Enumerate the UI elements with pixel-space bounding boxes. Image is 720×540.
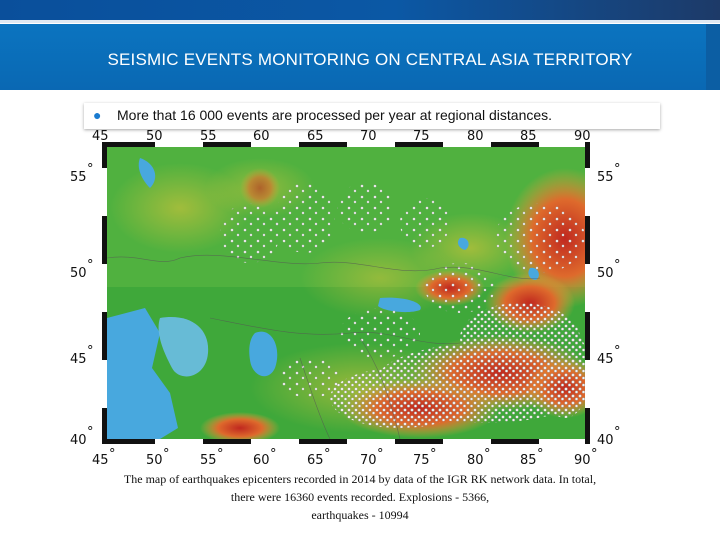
degree-marks: ° ° ° ° ° ° ° ° ° ° ° ° ° ° ° ° ° ° ° ° <box>109 123 598 462</box>
lat-label: 40 <box>597 433 614 448</box>
caption-line: The map of earthquakes epicenters record… <box>123 472 597 486</box>
lon-label: 50 <box>146 129 163 144</box>
event-epicenters <box>220 183 585 428</box>
svg-text:°: ° <box>537 128 544 138</box>
latitude-labels-left: 55 50 45 40 ° ° ° ° <box>70 162 94 448</box>
lon-label: 55 <box>200 453 217 468</box>
lat-label: 50 <box>597 266 614 281</box>
map-figure: 45 50 55 60 65 70 75 80 85 90 45 50 55 6… <box>70 123 621 468</box>
latitude-labels-right: 55 50 45 40 ° ° ° ° <box>597 162 621 448</box>
lat-label: 55 <box>70 170 87 185</box>
slide-title: SEISMIC EVENTS MONITORING ON CENTRAL ASI… <box>107 50 633 69</box>
top-banner <box>0 0 720 22</box>
lon-label: 60 <box>253 453 270 468</box>
lon-label: 70 <box>360 453 377 468</box>
svg-text:°: ° <box>430 128 437 138</box>
frame-scale <box>102 142 590 444</box>
svg-text:°: ° <box>87 258 94 273</box>
svg-text:°: ° <box>163 128 170 138</box>
bullet-text: More that 16 000 events are processed pe… <box>117 107 553 123</box>
svg-text:°: ° <box>484 447 491 462</box>
lon-label: 55 <box>200 129 217 144</box>
svg-text:°: ° <box>614 425 621 440</box>
lon-label: 70 <box>360 129 377 144</box>
svg-text:°: ° <box>270 128 277 138</box>
svg-text:°: ° <box>109 447 116 462</box>
title-bar-accent <box>706 24 720 90</box>
banner-divider <box>0 20 720 23</box>
lon-label: 90 <box>574 453 591 468</box>
lon-label: 75 <box>413 453 430 468</box>
svg-text:°: ° <box>430 447 437 462</box>
lat-label: 55 <box>597 170 614 185</box>
lon-label: 45 <box>92 453 109 468</box>
title-bar <box>0 24 720 90</box>
svg-text:°: ° <box>270 447 277 462</box>
svg-text:°: ° <box>591 447 598 462</box>
lon-label: 65 <box>307 453 324 468</box>
svg-text:°: ° <box>109 128 116 138</box>
lon-label: 60 <box>253 129 270 144</box>
map-caption: The map of earthquakes epicenters record… <box>40 470 680 524</box>
svg-text:°: ° <box>614 258 621 273</box>
lon-label: 50 <box>146 453 163 468</box>
svg-text:°: ° <box>163 447 170 462</box>
svg-text:°: ° <box>217 128 224 138</box>
lon-label: 65 <box>307 129 324 144</box>
svg-text:°: ° <box>377 447 384 462</box>
svg-text:°: ° <box>614 162 621 177</box>
lat-label: 45 <box>70 352 87 367</box>
lon-label: 75 <box>413 129 430 144</box>
svg-text:°: ° <box>87 162 94 177</box>
svg-text:°: ° <box>614 344 621 359</box>
svg-text:°: ° <box>324 447 331 462</box>
lon-label: 80 <box>467 129 484 144</box>
svg-text:°: ° <box>484 128 491 138</box>
lon-label: 45 <box>92 129 109 144</box>
water-bodies <box>107 158 539 439</box>
lon-label: 85 <box>520 129 537 144</box>
svg-text:°: ° <box>377 128 384 138</box>
svg-text:°: ° <box>87 425 94 440</box>
lon-label: 80 <box>467 453 484 468</box>
seismic-map: 45 50 55 60 65 70 75 80 85 90 45 50 55 6… <box>60 123 660 468</box>
longitude-labels-bottom: 45 50 55 60 65 70 75 80 85 90 <box>92 453 591 468</box>
lat-label: 50 <box>70 266 87 281</box>
lat-label: 40 <box>70 433 87 448</box>
svg-text:°: ° <box>87 344 94 359</box>
borders <box>107 254 541 439</box>
bullet-callout: ● More that 16 000 events are processed … <box>84 103 660 129</box>
svg-text:°: ° <box>324 128 331 138</box>
lat-label: 45 <box>597 352 614 367</box>
caption-line: there were 16360 events recorded. Explos… <box>230 490 490 504</box>
caption-line: earthquakes - 10994 <box>311 508 409 522</box>
svg-text:°: ° <box>217 447 224 462</box>
svg-text:°: ° <box>537 447 544 462</box>
svg-text:°: ° <box>591 128 598 138</box>
lon-label: 90 <box>574 129 591 144</box>
longitude-labels-top: 45 50 55 60 65 70 75 80 85 90 <box>92 129 591 144</box>
lon-label: 85 <box>520 453 537 468</box>
bullet-icon: ● <box>93 107 102 123</box>
